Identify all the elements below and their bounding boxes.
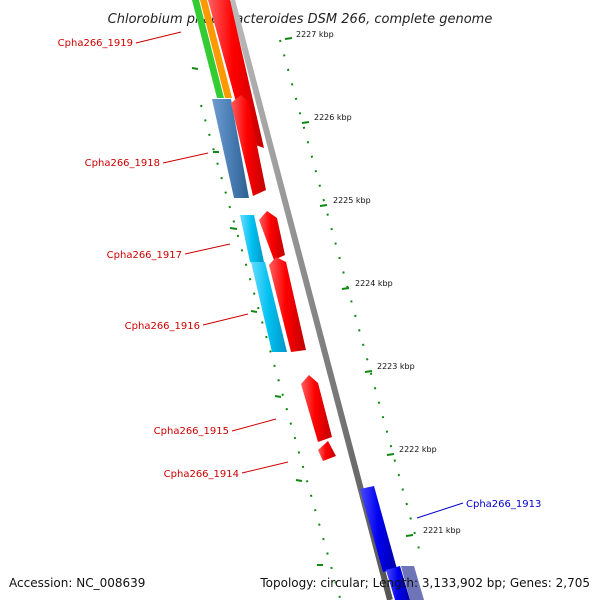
tick-label: 2223 kbp: [377, 362, 415, 371]
gene-label-leaders: [135, 31, 464, 519]
gene-labels: Cpha266_1919 Cpha266_1918 Cpha266_1917 C…: [58, 38, 542, 510]
cyan-feature-bar-1916: [251, 262, 287, 352]
tick-outer: [319, 204, 328, 207]
tick-outer: [386, 453, 395, 456]
gene-feature-1917: [259, 211, 285, 260]
tick-label: 2222 kbp: [399, 445, 437, 454]
tick-outer: [341, 287, 350, 290]
tick-inner: [191, 67, 199, 70]
gene-label-1919[interactable]: Cpha266_1919: [58, 38, 133, 49]
gene-feature-1916: [269, 257, 306, 352]
inner-tick-guide: [200, 104, 341, 599]
leader-line-1915: [231, 418, 277, 432]
tick-outer: [284, 37, 293, 40]
accession-text: Accession: NC_008639: [9, 576, 145, 590]
gene-feature-1918: [231, 95, 266, 196]
gene-feature-1913: [360, 486, 397, 572]
tick-inner: [295, 479, 303, 482]
leader-line-1918: [162, 152, 209, 164]
leader-line-1916: [202, 313, 249, 326]
tick-outer: [405, 534, 414, 537]
tick-outer: [301, 121, 310, 124]
gene-label-1916[interactable]: Cpha266_1916: [125, 321, 200, 332]
tick-label: 2224 kbp: [355, 279, 393, 288]
tick-outer: [364, 370, 373, 373]
tick-inner: [274, 395, 282, 398]
steelblue-feature-bar: [212, 99, 249, 198]
tick-label: 2226 kbp: [314, 113, 352, 122]
tick-inner: [229, 227, 238, 230]
kbp-tick-labels: 2227 kbp 2226 kbp 2225 kbp 2224 kbp 2223…: [296, 30, 461, 535]
orange-feature-bar: [200, 0, 232, 98]
tick-label: 2221 kbp: [423, 526, 461, 535]
leader-line-1914: [241, 461, 289, 474]
leader-line-1919: [135, 31, 182, 44]
tick-label: 2227 kbp: [296, 30, 334, 39]
gene-label-1917[interactable]: Cpha266_1917: [107, 250, 182, 261]
gene-label-1918[interactable]: Cpha266_1918: [85, 158, 160, 169]
gene-label-1914[interactable]: Cpha266_1914: [164, 469, 239, 480]
tick-inner: [250, 310, 258, 313]
gene-label-1915[interactable]: Cpha266_1915: [154, 426, 229, 437]
tick-label: 2225 kbp: [333, 196, 371, 205]
gene-feature-1914: [318, 441, 336, 461]
leader-line-1917: [184, 243, 231, 255]
cyan-feature-bar-1917: [240, 215, 264, 262]
lavender-feature: [401, 566, 424, 600]
leader-line-1913: [416, 502, 464, 519]
map-title: Chlorobium phaeobacteroides DSM 266, com…: [108, 12, 493, 27]
gene-feature-1915-a: [301, 375, 332, 442]
tick-marks-inner: [191, 37, 414, 566]
green-feature-bar: [192, 0, 224, 98]
genome-summary-text: Topology: circular; Length: 3,133,902 bp…: [259, 576, 590, 590]
gene-label-1913[interactable]: Cpha266_1913: [466, 499, 541, 510]
blue-feature-lower: [386, 566, 410, 600]
